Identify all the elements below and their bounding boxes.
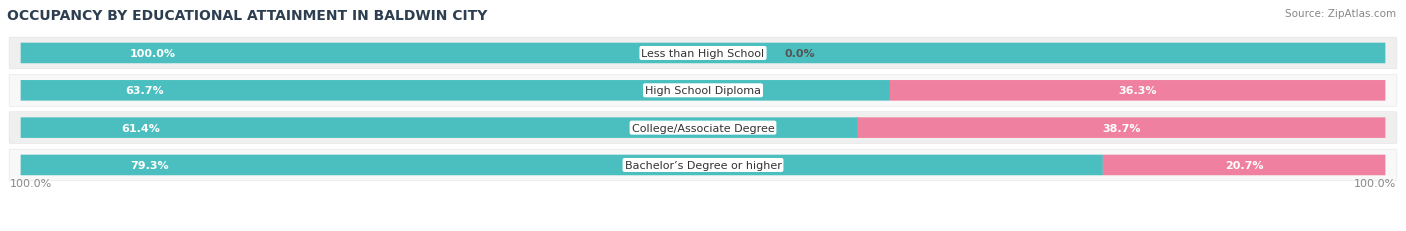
FancyBboxPatch shape [8, 149, 1398, 181]
FancyBboxPatch shape [1102, 155, 1385, 176]
Text: 100.0%: 100.0% [10, 178, 52, 188]
Text: 0.0%: 0.0% [785, 49, 815, 59]
Text: 36.3%: 36.3% [1118, 86, 1157, 96]
Text: 20.7%: 20.7% [1225, 160, 1264, 170]
FancyBboxPatch shape [21, 155, 1385, 176]
Text: High School Diploma: High School Diploma [645, 86, 761, 96]
Text: 100.0%: 100.0% [1354, 178, 1396, 188]
FancyBboxPatch shape [8, 38, 1398, 70]
FancyBboxPatch shape [21, 43, 1385, 64]
FancyBboxPatch shape [21, 155, 1102, 176]
FancyBboxPatch shape [8, 75, 1398, 107]
FancyBboxPatch shape [858, 118, 1385, 138]
Text: Bachelor’s Degree or higher: Bachelor’s Degree or higher [624, 160, 782, 170]
Text: 100.0%: 100.0% [129, 49, 176, 59]
Text: Source: ZipAtlas.com: Source: ZipAtlas.com [1285, 9, 1396, 19]
FancyBboxPatch shape [21, 43, 1385, 64]
FancyBboxPatch shape [21, 81, 1385, 101]
Text: 61.4%: 61.4% [121, 123, 160, 133]
Text: 38.7%: 38.7% [1102, 123, 1140, 133]
FancyBboxPatch shape [21, 118, 859, 138]
Text: 63.7%: 63.7% [125, 86, 163, 96]
Text: College/Associate Degree: College/Associate Degree [631, 123, 775, 133]
FancyBboxPatch shape [21, 118, 1385, 138]
FancyBboxPatch shape [8, 112, 1398, 144]
Text: 79.3%: 79.3% [129, 160, 169, 170]
FancyBboxPatch shape [21, 81, 890, 101]
FancyBboxPatch shape [890, 81, 1385, 101]
Text: Less than High School: Less than High School [641, 49, 765, 59]
Text: OCCUPANCY BY EDUCATIONAL ATTAINMENT IN BALDWIN CITY: OCCUPANCY BY EDUCATIONAL ATTAINMENT IN B… [7, 9, 488, 22]
